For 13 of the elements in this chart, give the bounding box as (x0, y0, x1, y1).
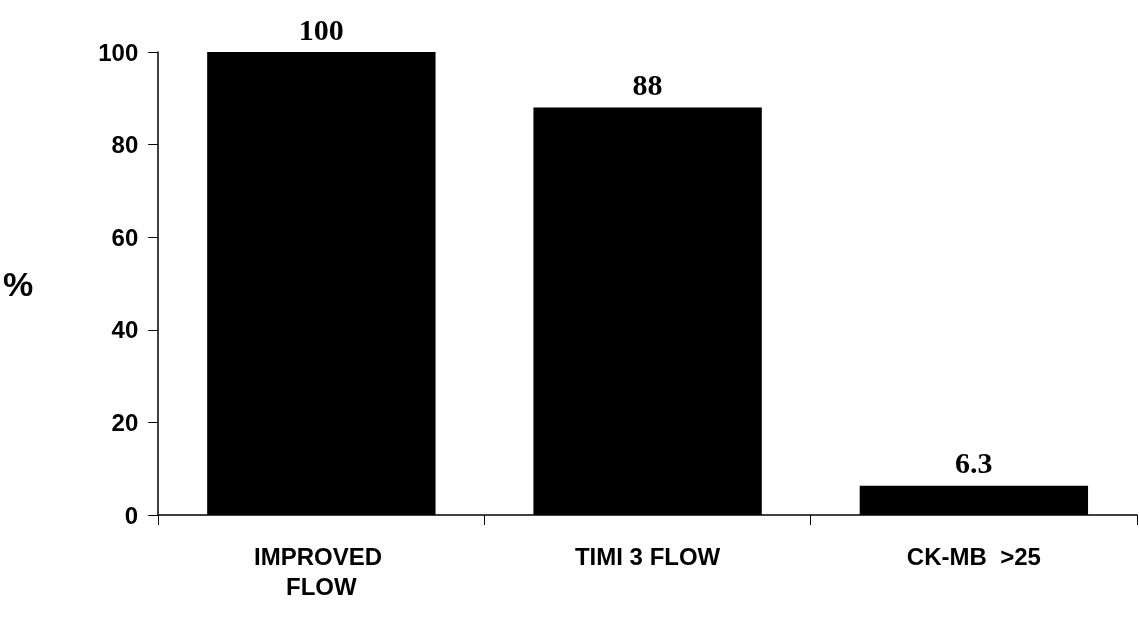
x-tick-label: TIMI 3 FLOW (574, 542, 721, 570)
x-tick-label: IMPROVED FLOW (254, 542, 389, 600)
y-tick-label: 100 (98, 38, 139, 66)
y-tick-label: 20 (111, 408, 139, 436)
y-tick-label: 80 (111, 131, 139, 159)
y-tick-label: 40 (111, 316, 139, 344)
y-axis-title: % (3, 264, 34, 303)
data-label: 6.3 (955, 446, 993, 480)
y-tick-label: 60 (111, 223, 139, 251)
data-label: 88 (632, 68, 663, 102)
y-tick-label: 0 (124, 501, 139, 529)
x-tick-label: CK-MB >25 (906, 542, 1041, 570)
data-label: 100 (298, 12, 344, 46)
